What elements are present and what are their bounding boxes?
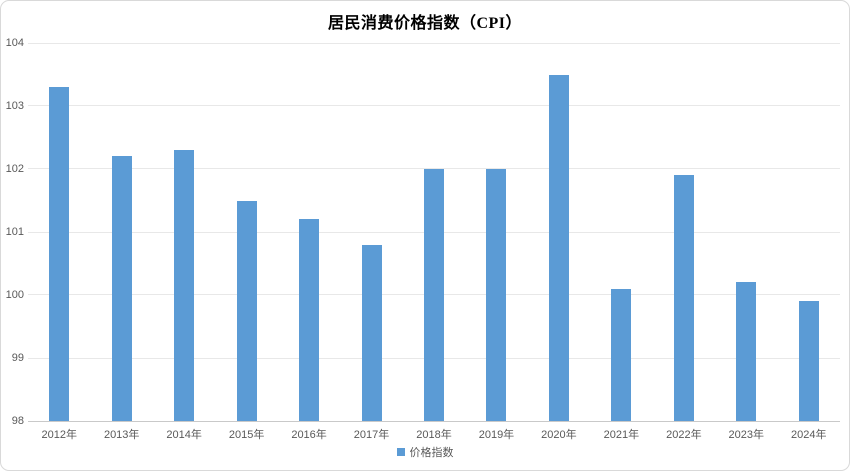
x-tick-label: 2013年 [103, 429, 140, 441]
x-tick-label: 2024年 [791, 429, 827, 441]
bar-2015年[interactable] [236, 200, 257, 421]
y-tick-label: 98 [11, 415, 24, 427]
x-tick-label: 2015年 [228, 429, 265, 441]
bar-2018年[interactable] [424, 169, 444, 421]
plot-area [28, 42, 840, 422]
x-tick-label: 2020年 [541, 429, 577, 441]
x-axis: 2012年 2013年 2014年 2015年 2016年 2017年 2018年 2019年… [28, 426, 840, 441]
legend[interactable]: 价格指数 [1, 444, 849, 460]
gridline [28, 42, 840, 44]
x-tick-label: 2021年 [603, 429, 640, 441]
y-tick-label: 103 [5, 100, 24, 112]
x-tick-label: 2022年 [666, 429, 702, 441]
chart-title: 居民消费价格指数（CPI） [327, 15, 523, 32]
gridline [28, 168, 840, 170]
bar-2023年[interactable] [736, 282, 757, 421]
legend-label: 价格指数 [409, 447, 454, 459]
bar-2013年[interactable] [111, 156, 132, 421]
y-tick-label: 100 [5, 289, 24, 301]
gridline [28, 105, 840, 107]
x-tick-label: 2023年 [728, 429, 765, 441]
x-tick-label: 2019年 [478, 429, 515, 441]
y-tick-label: 104 [5, 37, 24, 49]
bar-2022年[interactable] [673, 175, 694, 421]
x-tick-label: 2016年 [291, 429, 327, 441]
y-axis: 98 99 100 101 102 103 104 [1, 37, 24, 427]
x-tick-label: 2012年 [41, 429, 77, 441]
bar-2017年[interactable] [361, 244, 382, 421]
y-tick-label: 102 [5, 163, 24, 175]
y-tick-label: 101 [5, 226, 24, 238]
bar-2019年[interactable] [486, 169, 507, 421]
x-tick-label: 2018年 [416, 429, 452, 441]
bar-2024年[interactable] [798, 301, 819, 421]
bar-2016年[interactable] [299, 219, 320, 421]
x-tick-label: 2017年 [353, 429, 390, 441]
bar-2020年[interactable] [548, 74, 569, 421]
legend-swatch-icon [396, 448, 405, 456]
bar-2021年[interactable] [611, 288, 632, 421]
y-tick-label: 99 [11, 352, 24, 364]
bar-2012年[interactable] [49, 87, 70, 421]
bar-2014年[interactable] [174, 150, 195, 421]
x-tick-label: 2014年 [166, 429, 202, 441]
